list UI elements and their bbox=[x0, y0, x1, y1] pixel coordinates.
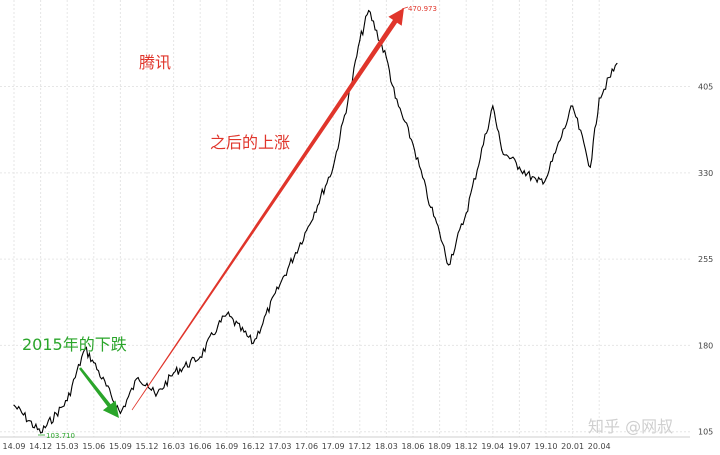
x-tick-label: 19.10 bbox=[535, 442, 558, 451]
y-axis: 105 180 255 330 405 bbox=[698, 83, 713, 437]
min-value-label: 103.710 bbox=[46, 432, 75, 440]
data-point bbox=[306, 229, 308, 231]
x-tick-label: 20.01 bbox=[561, 442, 584, 451]
data-point bbox=[252, 342, 254, 344]
data-point bbox=[589, 166, 591, 168]
x-tick-label: 20.04 bbox=[588, 442, 611, 451]
data-point bbox=[119, 412, 121, 414]
x-tick-label: 16.06 bbox=[189, 442, 212, 451]
chart-title: 腾讯 bbox=[139, 53, 171, 72]
data-point bbox=[616, 62, 618, 65]
data-point bbox=[412, 143, 414, 145]
x-tick-label: 18.03 bbox=[375, 442, 398, 451]
data-point bbox=[501, 149, 503, 151]
data-point bbox=[93, 362, 95, 364]
x-tick-label: 15.12 bbox=[136, 442, 159, 451]
fall-annotation: 2015年的下跌 bbox=[22, 335, 127, 354]
price-series-line bbox=[13, 9, 618, 434]
data-point bbox=[465, 212, 467, 214]
x-tick-label: 15.09 bbox=[109, 442, 132, 451]
data-point bbox=[217, 325, 219, 327]
data-point bbox=[385, 57, 387, 59]
data-point bbox=[359, 39, 361, 42]
x-tick-label: 16.09 bbox=[215, 442, 238, 451]
data-point bbox=[66, 400, 68, 402]
x-tick-label: 15.03 bbox=[56, 442, 79, 451]
y-tick-label: 180 bbox=[698, 341, 713, 350]
y-tick-label: 255 bbox=[698, 255, 713, 264]
data-point bbox=[518, 166, 521, 168]
x-tick-label: 16.03 bbox=[162, 442, 185, 451]
x-axis: 14.09 14.12 15.03 15.06 15.09 15.12 16.03 16.06… bbox=[0, 436, 690, 451]
data-point bbox=[40, 432, 42, 434]
data-point bbox=[173, 372, 175, 374]
data-point bbox=[137, 377, 139, 379]
annotation-arrows bbox=[38, 6, 409, 436]
data-point bbox=[572, 105, 574, 107]
rise-annotation: 之后的上涨 bbox=[210, 133, 290, 152]
x-tick-label: 19.07 bbox=[508, 442, 531, 451]
x-tick-label: 17.12 bbox=[348, 442, 371, 451]
data-point bbox=[394, 97, 396, 99]
y-tick-label: 105 bbox=[698, 428, 713, 437]
data-point bbox=[492, 105, 494, 107]
x-tick-label: 18.12 bbox=[455, 442, 478, 451]
x-tick-label: 17.06 bbox=[295, 442, 318, 451]
x-tick-label: 17.03 bbox=[269, 442, 292, 451]
max-value-label: 470.973 bbox=[408, 5, 437, 13]
data-point bbox=[279, 283, 281, 286]
data-point bbox=[84, 348, 86, 350]
data-point bbox=[146, 382, 148, 384]
data-point bbox=[439, 232, 441, 234]
max-pointer bbox=[401, 6, 409, 10]
data-point bbox=[368, 10, 370, 12]
grid-lines bbox=[0, 0, 690, 437]
x-tick-label: 18.06 bbox=[402, 442, 425, 451]
x-tick-label: 18.09 bbox=[428, 442, 451, 451]
data-point bbox=[155, 395, 157, 397]
y-tick-label: 405 bbox=[698, 83, 713, 92]
data-point bbox=[430, 206, 432, 208]
data-point bbox=[226, 313, 228, 315]
series-group bbox=[13, 9, 618, 434]
x-tick-label: 19.04 bbox=[481, 442, 504, 451]
x-tick-label: 16.12 bbox=[242, 442, 265, 451]
data-point bbox=[199, 356, 201, 358]
data-point bbox=[545, 177, 547, 180]
data-point bbox=[536, 181, 538, 183]
y-tick-label: 330 bbox=[698, 169, 713, 178]
data-point bbox=[447, 264, 450, 266]
data-point bbox=[332, 166, 334, 168]
x-tick-label: 14.09 bbox=[3, 442, 26, 451]
x-tick-label: 17.09 bbox=[322, 442, 345, 451]
x-tick-label: 14.12 bbox=[29, 442, 52, 451]
data-point bbox=[598, 97, 600, 99]
x-tick-label: 15.06 bbox=[82, 442, 105, 451]
data-point bbox=[13, 404, 15, 406]
fall-arrow bbox=[79, 367, 119, 418]
rise-arrow bbox=[131, 8, 404, 411]
watermark: 知乎 @网叔 bbox=[588, 417, 673, 436]
